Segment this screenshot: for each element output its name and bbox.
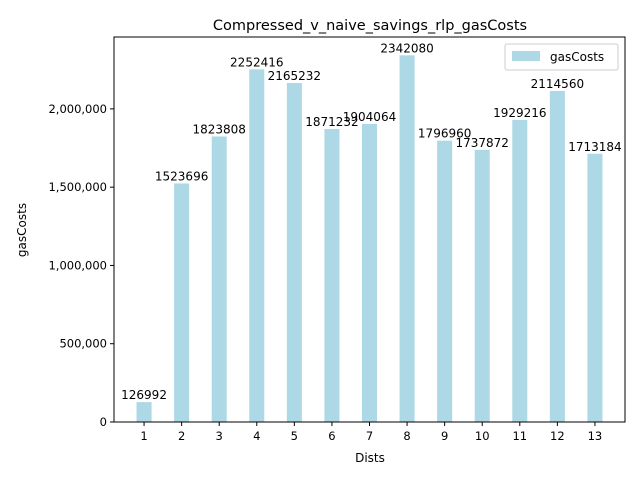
- plot-frame: [113, 36, 626, 423]
- legend-label: gasCosts: [550, 50, 604, 64]
- bar: [249, 69, 265, 423]
- data-label: 2114560: [531, 77, 584, 91]
- x-tick-label: 9: [441, 429, 448, 443]
- legend: gasCosts: [504, 43, 619, 71]
- data-label: 126992: [121, 388, 167, 402]
- bar: [512, 119, 528, 422]
- x-tick-label: 7: [366, 429, 373, 443]
- y-tick-label: 1,500,000: [48, 180, 107, 194]
- bar: [399, 55, 415, 422]
- y-tick-group: 0 500,000 1,000,000 1,500,000 2,000,000: [48, 102, 114, 429]
- bar: [174, 183, 190, 422]
- x-tick-label: 8: [403, 429, 410, 443]
- y-axis-label: gasCosts: [15, 203, 29, 257]
- y-tick-label: 1,000,000: [48, 258, 107, 272]
- data-label: 1713184: [568, 140, 621, 154]
- x-tick-label: 11: [512, 429, 527, 443]
- x-tick-label: 6: [328, 429, 335, 443]
- bar: [549, 90, 565, 422]
- x-tick-label: 4: [253, 429, 260, 443]
- data-label: 1929216: [493, 106, 546, 120]
- bar: [324, 129, 340, 423]
- data-label: 1904064: [343, 110, 396, 124]
- bar-group: [136, 55, 603, 423]
- y-tick-label: 0: [100, 415, 107, 429]
- bar: [361, 123, 378, 422]
- bar: [136, 402, 152, 422]
- x-tick-label: 13: [588, 429, 603, 443]
- x-tick-label: 2: [178, 429, 185, 443]
- data-label: 1823808: [192, 122, 245, 136]
- bar: [587, 153, 603, 423]
- x-tick-label: 5: [291, 429, 298, 443]
- bar: [286, 83, 302, 423]
- data-label: 1871232: [305, 115, 358, 129]
- x-tick-label: 10: [475, 429, 490, 443]
- data-label: 1737872: [455, 136, 508, 150]
- y-tick-label: 2,000,000: [48, 102, 107, 116]
- legend-swatch: [512, 51, 540, 61]
- x-tick-label: 3: [216, 429, 223, 443]
- x-tick-label: 12: [550, 429, 565, 443]
- x-axis-label: Dists: [355, 451, 385, 465]
- chart-title: Compressed_v_naive_savings_rlp_gasCosts: [213, 18, 527, 34]
- data-label: 2252416: [230, 55, 283, 69]
- data-label: 1523696: [155, 169, 208, 183]
- y-tick-label: 500,000: [59, 337, 107, 351]
- x-tick-group: 1 2 3 4 5 6 7 8 9 10 11 12 13: [140, 422, 602, 443]
- bar: [474, 149, 490, 422]
- x-tick-label: 1: [140, 429, 147, 443]
- data-label: 1796960: [418, 127, 471, 141]
- bar: [211, 136, 227, 422]
- data-label: 2165232: [268, 69, 321, 83]
- bar: [437, 140, 453, 422]
- legend-box: [504, 43, 619, 71]
- data-label: 2342080: [380, 41, 433, 55]
